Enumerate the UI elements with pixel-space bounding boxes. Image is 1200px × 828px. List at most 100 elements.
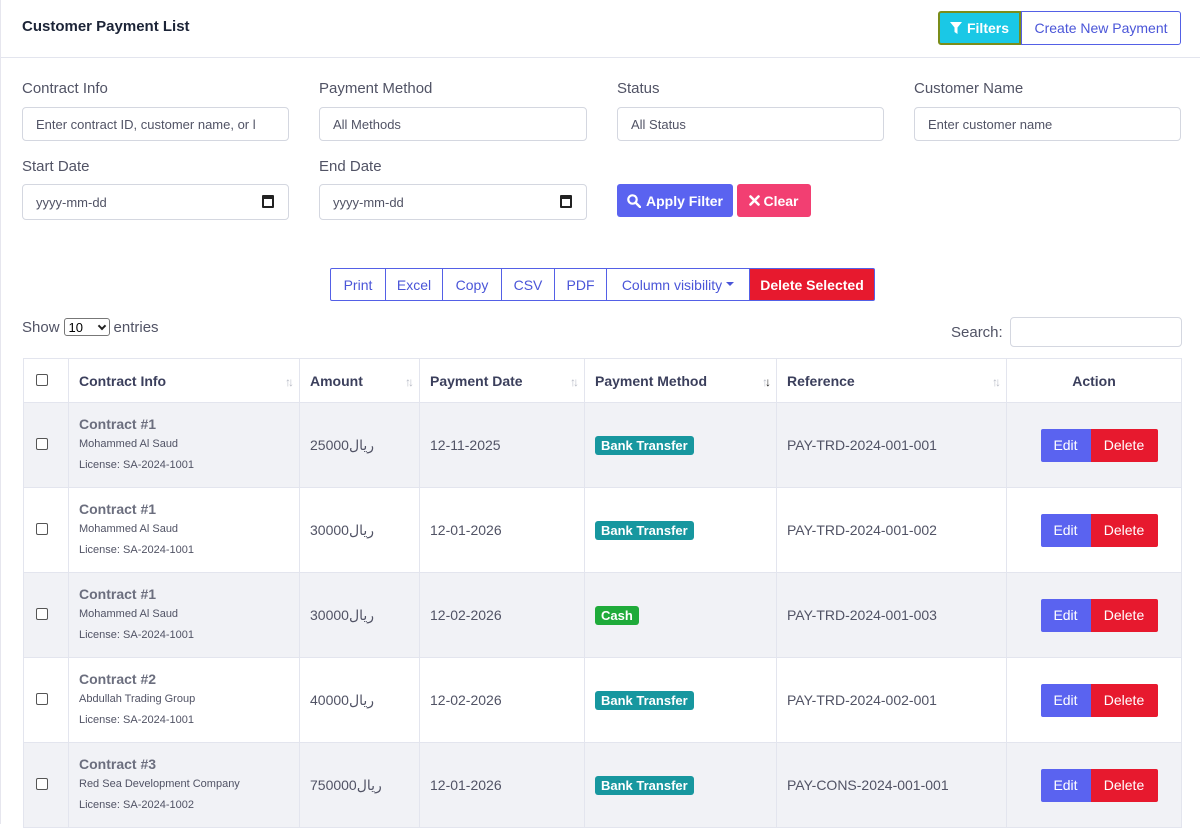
filters-button[interactable]: Filters: [938, 11, 1021, 45]
apply-filter-label: Apply Filter: [645, 192, 723, 209]
status-value: All Status: [631, 116, 686, 132]
payment-method-badge: Bank Transfer: [595, 775, 694, 795]
action-cell: Edit Delete: [1006, 402, 1182, 488]
row-checkbox[interactable]: [36, 778, 48, 790]
contract-info-cell: Contract #3 Red Sea Development Company …: [68, 742, 300, 828]
pdf-button[interactable]: PDF: [554, 268, 607, 301]
license-number: License: SA-2024-1001: [79, 628, 194, 641]
card-header: Customer Payment List Filters Create New…: [1, 0, 1200, 58]
edit-button[interactable]: Edit: [1040, 428, 1091, 462]
action-cell: Edit Delete: [1006, 742, 1182, 828]
action-cell: Edit Delete: [1006, 487, 1182, 573]
amount-cell: 40000ريال: [299, 657, 420, 743]
payment-method-badge: Bank Transfer: [595, 520, 694, 540]
contract-info-cell: Contract #1 Mohammed Al Saud License: SA…: [68, 402, 300, 488]
payment-method-cell: Bank Transfer: [584, 402, 777, 488]
apply-filter-button[interactable]: Apply Filter: [617, 184, 733, 217]
column-visibility-label: Column visibility: [621, 276, 723, 293]
column-header-label: Payment Method: [595, 372, 708, 389]
reference-cell: PAY-TRD-2024-001-002: [776, 487, 1007, 573]
sort-icon: ↑↓: [405, 375, 414, 389]
show-entries-control: Show 10 entries: [22, 318, 159, 336]
reference-cell: PAY-TRD-2024-001-001: [776, 402, 1007, 488]
row-checkbox[interactable]: [36, 438, 48, 450]
start-date-input[interactable]: yyyy-mm-dd: [22, 184, 289, 220]
status-label: Status: [617, 80, 660, 97]
customer-name: Mohammed Al Saud: [79, 437, 179, 450]
payment-method-select[interactable]: All Methods: [319, 107, 587, 141]
table-row: Contract #1 Mohammed Al Saud License: SA…: [23, 487, 1182, 573]
table-row: Contract #3 Red Sea Development Company …: [23, 742, 1182, 828]
end-date-input[interactable]: yyyy-mm-dd: [319, 184, 587, 220]
edit-button[interactable]: Edit: [1040, 598, 1091, 632]
table-row: Contract #2 Abdullah Trading Group Licen…: [23, 657, 1182, 743]
column-header-payment-method[interactable]: Payment Method ↑↓: [584, 358, 777, 403]
contract-info-cell: Contract #1 Mohammed Al Saud License: SA…: [68, 572, 300, 658]
export-button-group: Print Excel Copy CSV PDF Column visibili…: [330, 268, 875, 301]
amount-cell: 30000ريال: [299, 487, 420, 573]
contract-title: Contract #3: [79, 755, 157, 772]
row-checkbox[interactable]: [36, 608, 48, 620]
search-input[interactable]: [1009, 317, 1182, 347]
delete-button[interactable]: Delete: [1090, 683, 1158, 717]
delete-button[interactable]: Delete: [1090, 598, 1158, 632]
table-header-row: Contract Info ↑↓ Amount ↑↓ Payment Date ↑↓ …: [23, 358, 1182, 403]
customer-name-input[interactable]: Enter customer name: [914, 107, 1181, 141]
status-select[interactable]: All Status: [617, 107, 884, 141]
delete-button[interactable]: Delete: [1090, 513, 1158, 547]
row-checkbox[interactable]: [36, 693, 48, 705]
end-date-placeholder: yyyy-mm-dd: [333, 194, 404, 210]
payment-method-cell: Bank Transfer: [584, 657, 777, 743]
copy-button[interactable]: Copy: [442, 268, 502, 301]
column-header-action: Action: [1006, 358, 1182, 403]
amount-cell: 750000ريال: [299, 742, 420, 828]
column-header-payment-date[interactable]: Payment Date ↑↓: [419, 358, 585, 403]
reference-cell: PAY-TRD-2024-002-001: [776, 657, 1007, 743]
select-all-checkbox[interactable]: [36, 373, 48, 386]
edit-button[interactable]: Edit: [1040, 513, 1091, 547]
entries-select[interactable]: 10: [63, 318, 110, 336]
payment-date-cell: 12-01-2026: [419, 742, 585, 828]
payments-table: Contract Info ↑↓ Amount ↑↓ Payment Date ↑↓ …: [23, 358, 1182, 828]
delete-button[interactable]: Delete: [1090, 428, 1158, 462]
action-cell: Edit Delete: [1006, 657, 1182, 743]
sort-desc-icon: ↑↓: [762, 375, 771, 389]
row-select-cell: [23, 487, 69, 573]
table-row: Contract #1 Mohammed Al Saud License: SA…: [23, 402, 1182, 488]
column-header-label: Contract Info: [79, 372, 167, 389]
delete-selected-button[interactable]: Delete Selected: [749, 268, 875, 301]
contract-info-cell: Contract #2 Abdullah Trading Group Licen…: [68, 657, 300, 743]
row-select-cell: [23, 572, 69, 658]
excel-button[interactable]: Excel: [385, 268, 443, 301]
column-header-amount[interactable]: Amount ↑↓: [299, 358, 420, 403]
edit-button[interactable]: Edit: [1040, 683, 1091, 717]
payment-date-cell: 12-02-2026: [419, 572, 585, 658]
action-cell: Edit Delete: [1006, 572, 1182, 658]
contract-info-input[interactable]: Enter contract ID, customer name, or l: [22, 107, 289, 141]
payment-method-cell: Bank Transfer: [584, 487, 777, 573]
calendar-icon[interactable]: [560, 195, 572, 208]
clear-filter-button[interactable]: Clear: [737, 184, 811, 217]
row-checkbox[interactable]: [36, 523, 48, 535]
edit-button[interactable]: Edit: [1040, 768, 1091, 802]
license-number: License: SA-2024-1001: [79, 458, 194, 471]
table-search: Search:: [951, 317, 1182, 347]
column-visibility-button[interactable]: Column visibility: [606, 268, 750, 301]
column-header-reference[interactable]: Reference ↑↓: [776, 358, 1007, 403]
license-number: License: SA-2024-1001: [79, 543, 194, 556]
calendar-icon[interactable]: [262, 195, 274, 208]
contract-title: Contract #1: [79, 585, 157, 602]
filters-button-label: Filters: [966, 20, 1009, 36]
print-button[interactable]: Print: [330, 268, 386, 301]
csv-button[interactable]: CSV: [501, 268, 555, 301]
contract-info-label: Contract Info: [22, 80, 108, 97]
sort-icon: ↑↓: [992, 375, 1001, 389]
row-select-cell: [23, 657, 69, 743]
payment-method-badge: Bank Transfer: [595, 435, 694, 455]
create-new-payment-button[interactable]: Create New Payment: [1021, 11, 1181, 45]
sort-icon: ↑↓: [285, 375, 294, 389]
customer-name: Mohammed Al Saud: [79, 522, 179, 535]
column-header-contract-info[interactable]: Contract Info ↑↓: [68, 358, 300, 403]
delete-button[interactable]: Delete: [1090, 768, 1158, 802]
payment-method-cell: Cash: [584, 572, 777, 658]
